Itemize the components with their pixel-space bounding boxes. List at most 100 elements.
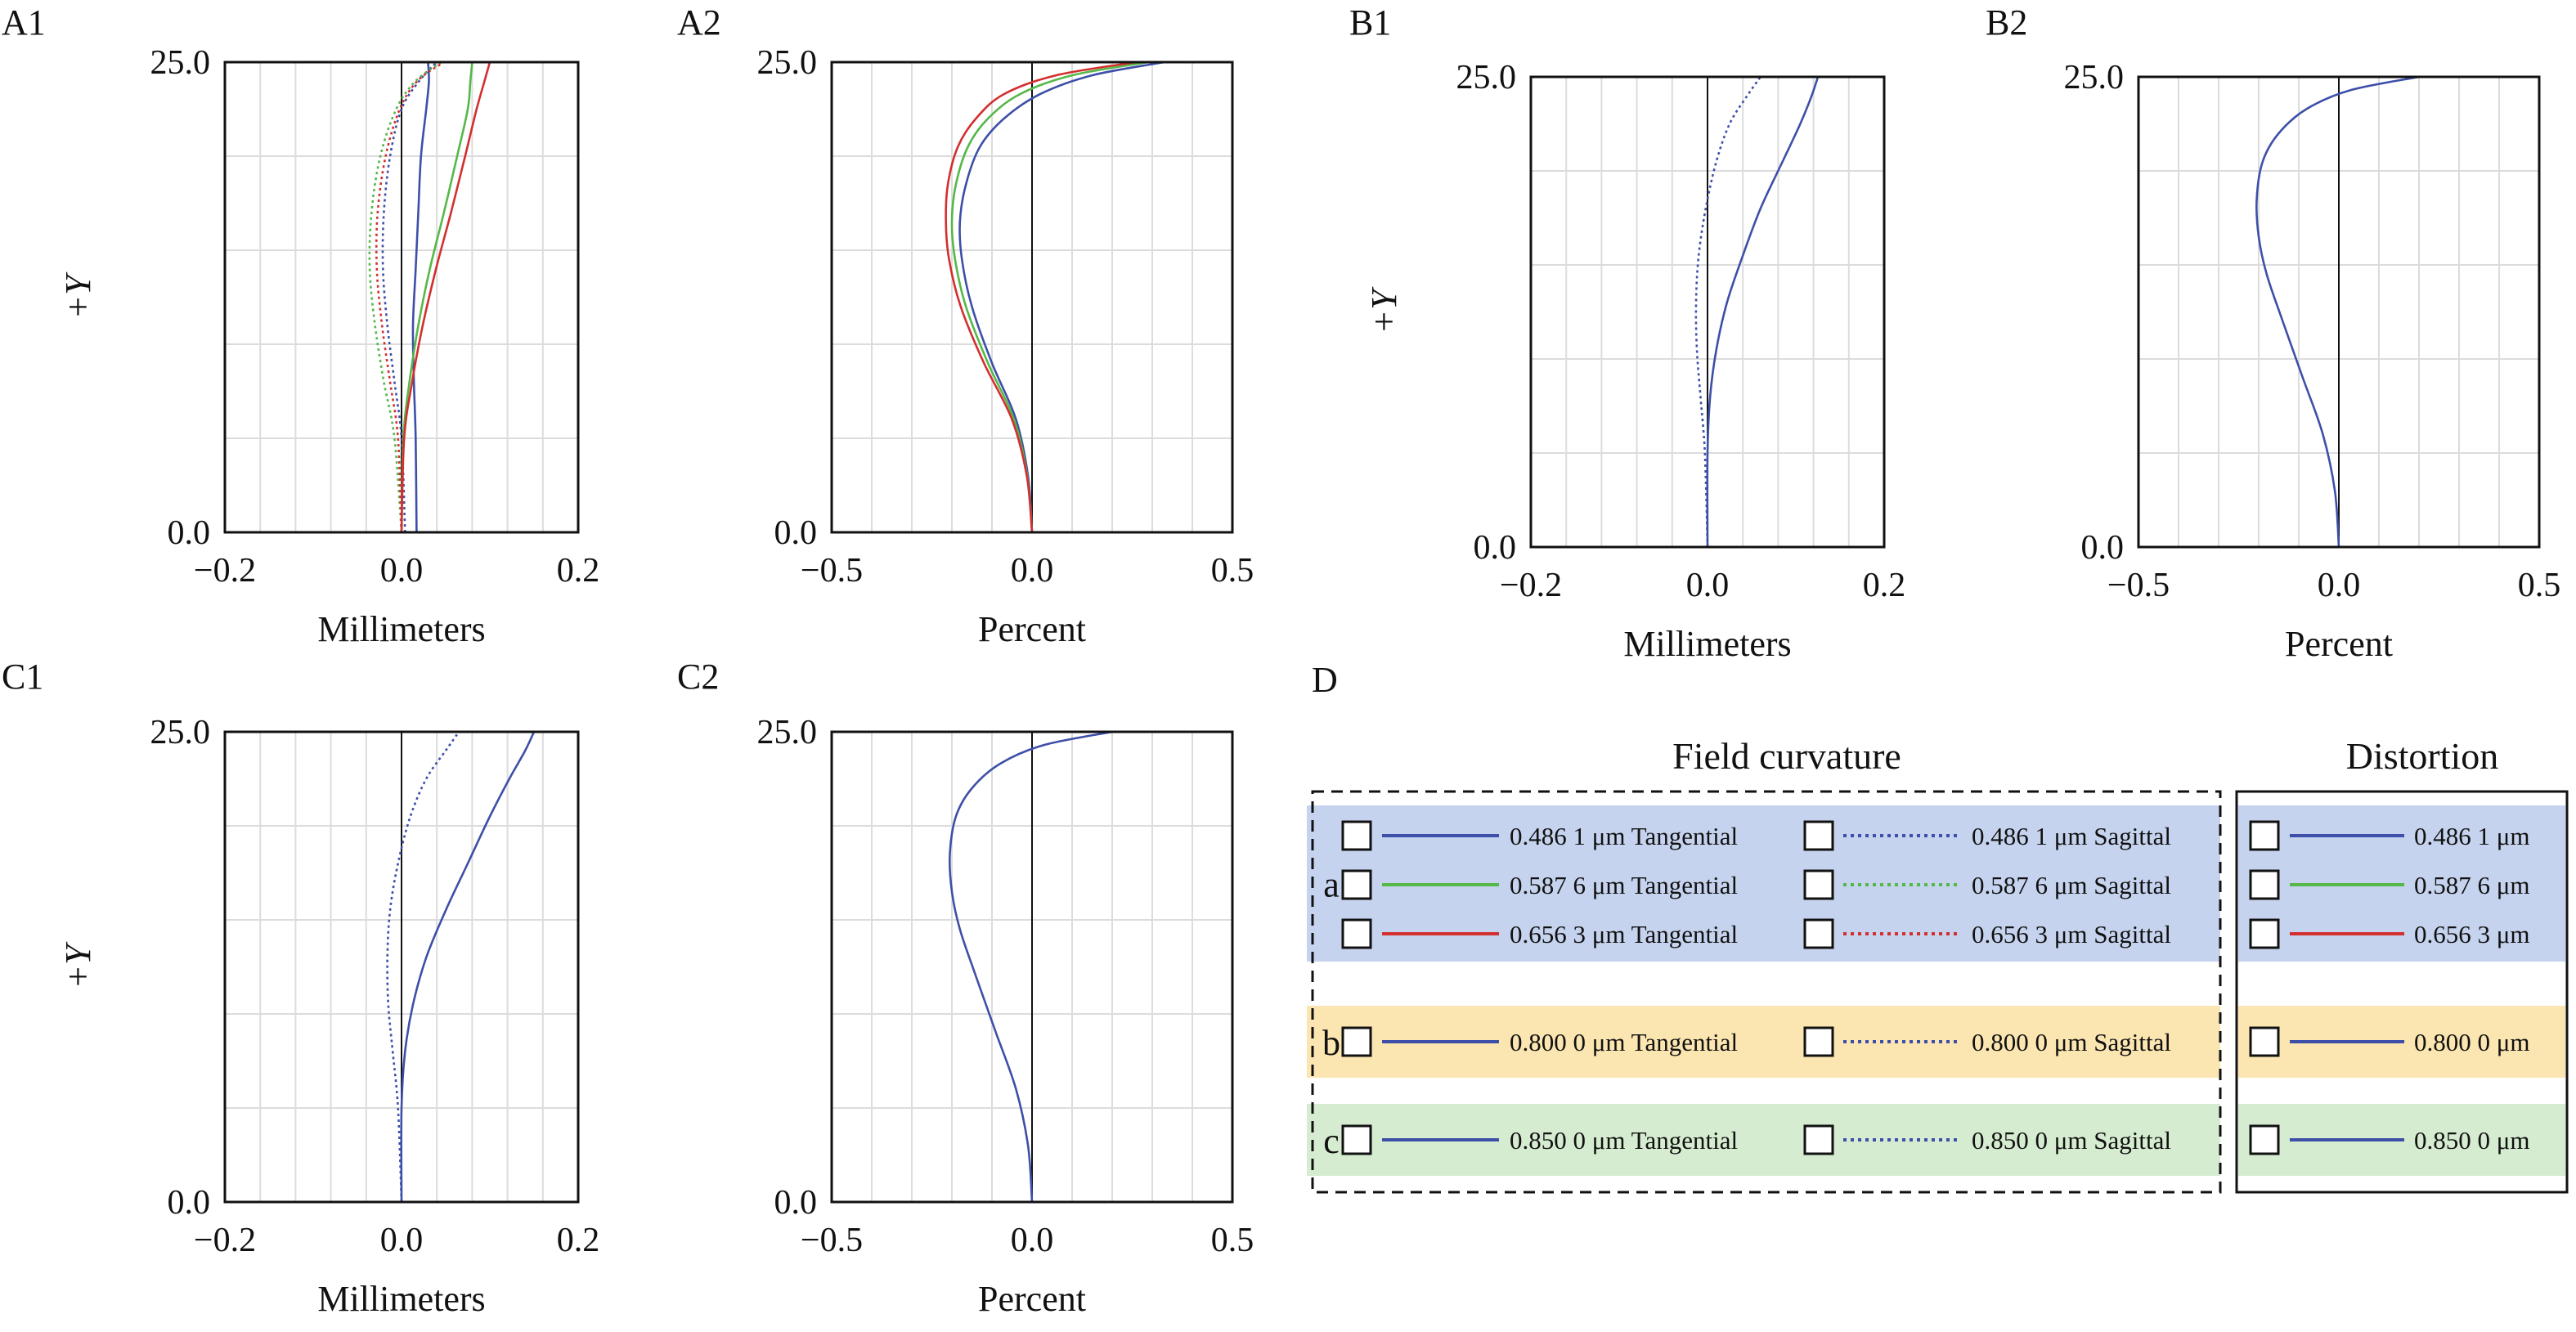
legend-label-distortion: 0.850 0 μm (2414, 1126, 2529, 1155)
y-tick-label: 0.0 (774, 514, 818, 552)
legend-checkbox[interactable] (1341, 918, 1372, 949)
legend-checkbox[interactable] (1803, 820, 1834, 851)
x-tick-label: 0.0 (380, 552, 424, 590)
series-line-1 (948, 730, 1113, 1203)
x-tick-label: −0.2 (194, 1222, 256, 1259)
x-tick-label: 0.5 (1211, 1222, 1254, 1259)
group-label-a: a (1323, 865, 1340, 905)
panel-label-c1: C1 (2, 657, 43, 697)
legend-label-sagittal: 0.486 1 μm Sagittal (1972, 822, 2171, 850)
x-tick-label: −0.5 (801, 552, 863, 590)
y-tick-label: 0.0 (168, 1184, 211, 1222)
legend-label-distortion: 0.486 1 μm (2414, 822, 2529, 850)
legend-label-sagittal: 0.850 0 μm Sagittal (1972, 1126, 2171, 1155)
y-tick-label: 0.0 (2081, 529, 2125, 567)
group-label-c: c (1323, 1121, 1340, 1161)
legend-label-tangential: 0.656 3 μm Tangential (1510, 920, 1738, 949)
y-tick-label: 25.0 (150, 44, 211, 82)
legend-rows: a 0.486 1 μm Tangential 0.486 1 μm Sagitta… (1322, 820, 2529, 1161)
legend-checkbox[interactable] (2249, 1026, 2280, 1057)
legend-checkbox[interactable] (1341, 820, 1372, 851)
legend-bands (1307, 805, 2565, 1176)
plot-frame (223, 730, 580, 1204)
x-tick-label: 0.5 (1211, 552, 1254, 590)
legend-checkbox[interactable] (1803, 1124, 1834, 1155)
series-line-1 (958, 61, 1165, 533)
series-line-1 (411, 61, 430, 533)
distortion-title: Distortion (2346, 735, 2499, 777)
y-tick-label: 25.0 (757, 44, 818, 82)
x-tick-label: 0.0 (2318, 567, 2361, 604)
x-tick-label: 0.0 (1686, 567, 1730, 604)
panel-label-a2: A2 (677, 2, 721, 43)
legend-label-distortion: 0.656 3 μm (2414, 920, 2529, 949)
y-axis-label: +Y (58, 941, 98, 989)
legend-label-sagittal: 0.587 6 μm Sagittal (1972, 871, 2171, 899)
series-line-2 (386, 731, 460, 1203)
legend-label-distortion: 0.587 6 μm (2414, 871, 2529, 899)
panel-label-c2: C2 (677, 657, 719, 697)
legend-checkbox[interactable] (1341, 1124, 1372, 1155)
legend-label-sagittal: 0.800 0 μm Sagittal (1972, 1028, 2171, 1056)
x-axis-label: Millimeters (317, 1279, 485, 1319)
legend-checkbox[interactable] (2249, 918, 2280, 949)
y-tick-label: 25.0 (2064, 59, 2125, 96)
field-curvature-title: Field curvature (1672, 735, 1901, 777)
series-line-2 (1694, 76, 1761, 548)
series-line-3 (400, 61, 473, 533)
series-line-5 (400, 61, 491, 533)
group-label-b: b (1322, 1023, 1340, 1063)
panel-label-b2: B2 (1986, 2, 2027, 43)
x-axis-label: Percent (2285, 624, 2393, 664)
panel-label-d: D (1312, 660, 1338, 700)
plot-frame (1529, 75, 1886, 549)
x-tick-label: −0.5 (2107, 567, 2170, 604)
y-axis-label: +Y (58, 271, 98, 320)
y-tick-label: 0.0 (1474, 529, 1517, 567)
plot-frame (830, 730, 1234, 1204)
y-tick-label: 25.0 (757, 714, 818, 751)
legend-label-tangential: 0.850 0 μm Tangential (1510, 1126, 1738, 1155)
panel-label-b1: B1 (1349, 2, 1391, 43)
series-line-3 (945, 61, 1137, 533)
x-tick-label: 0.0 (1011, 1222, 1054, 1259)
field-curvature-frame (1311, 790, 2222, 1194)
panel-label-a1: A1 (2, 2, 46, 43)
y-tick-label: 0.0 (774, 1184, 818, 1222)
x-tick-label: −0.2 (1500, 567, 1562, 604)
x-tick-label: 0.0 (1011, 552, 1054, 590)
legend-label-tangential: 0.486 1 μm Tangential (1510, 822, 1738, 850)
x-axis-label: Millimeters (1623, 624, 1791, 664)
x-tick-label: 0.2 (1863, 567, 1906, 604)
plot-frame (223, 61, 580, 534)
legend-checkbox[interactable] (2249, 820, 2280, 851)
distortion-frame (2235, 790, 2569, 1194)
legend-checkbox[interactable] (2249, 1124, 2280, 1155)
legend-checkbox[interactable] (1803, 1026, 1834, 1057)
y-tick-label: 0.0 (168, 514, 211, 552)
legend-checkbox[interactable] (1341, 869, 1372, 900)
x-tick-label: 0.2 (557, 552, 600, 590)
legend-label-distortion: 0.800 0 μm (2414, 1028, 2529, 1056)
x-tick-label: −0.5 (801, 1222, 863, 1259)
series-line-6 (375, 61, 445, 533)
series-line-4 (368, 61, 442, 533)
legend-checkbox[interactable] (1341, 1026, 1372, 1057)
x-axis-label: Millimeters (317, 609, 485, 649)
legend-label-sagittal: 0.656 3 μm Sagittal (1972, 920, 2171, 949)
series-line-1 (1706, 76, 1820, 548)
y-tick-label: 25.0 (1456, 59, 1517, 96)
legend-checkbox[interactable] (1803, 869, 1834, 900)
legend-checkbox[interactable] (1803, 918, 1834, 949)
x-tick-label: 0.2 (557, 1222, 600, 1259)
legend-checkbox[interactable] (2249, 869, 2280, 900)
legend-label-tangential: 0.800 0 μm Tangential (1510, 1028, 1738, 1056)
